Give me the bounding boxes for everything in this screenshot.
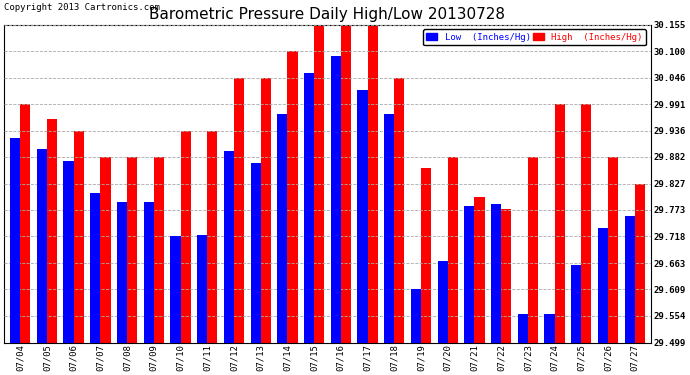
Bar: [181, 131, 190, 343]
Bar: [63, 161, 74, 343]
Bar: [207, 131, 217, 343]
Bar: [261, 78, 271, 343]
Bar: [10, 138, 20, 343]
Bar: [421, 168, 431, 343]
Bar: [571, 264, 582, 343]
Title: Barometric Pressure Daily High/Low 20130728: Barometric Pressure Daily High/Low 20130…: [150, 7, 506, 22]
Bar: [90, 194, 100, 343]
Bar: [357, 90, 368, 343]
Bar: [304, 73, 314, 343]
Bar: [47, 119, 57, 343]
Bar: [170, 237, 181, 343]
Bar: [368, 25, 377, 343]
Bar: [491, 204, 501, 343]
Bar: [117, 202, 127, 343]
Bar: [331, 56, 341, 343]
Bar: [437, 261, 448, 343]
Bar: [288, 51, 297, 343]
Bar: [582, 104, 591, 343]
Legend: Low  (Inches/Hg), High  (Inches/Hg): Low (Inches/Hg), High (Inches/Hg): [423, 29, 647, 45]
Bar: [518, 315, 528, 343]
Bar: [394, 78, 404, 343]
Bar: [224, 151, 234, 343]
Bar: [341, 25, 351, 343]
Bar: [314, 25, 324, 343]
Bar: [608, 157, 618, 343]
Bar: [411, 289, 421, 343]
Bar: [501, 209, 511, 343]
Bar: [384, 114, 394, 343]
Bar: [250, 163, 261, 343]
Text: Copyright 2013 Cartronics.com: Copyright 2013 Cartronics.com: [4, 3, 160, 12]
Bar: [144, 202, 154, 343]
Bar: [234, 78, 244, 343]
Bar: [624, 216, 635, 343]
Bar: [555, 104, 565, 343]
Bar: [528, 157, 538, 343]
Bar: [37, 149, 47, 343]
Bar: [464, 206, 475, 343]
Bar: [635, 184, 645, 343]
Bar: [598, 228, 608, 343]
Bar: [20, 104, 30, 343]
Bar: [127, 157, 137, 343]
Bar: [277, 114, 288, 343]
Bar: [475, 197, 484, 343]
Bar: [74, 131, 83, 343]
Bar: [100, 157, 110, 343]
Bar: [448, 157, 458, 343]
Bar: [197, 234, 207, 343]
Bar: [544, 315, 555, 343]
Bar: [154, 157, 164, 343]
